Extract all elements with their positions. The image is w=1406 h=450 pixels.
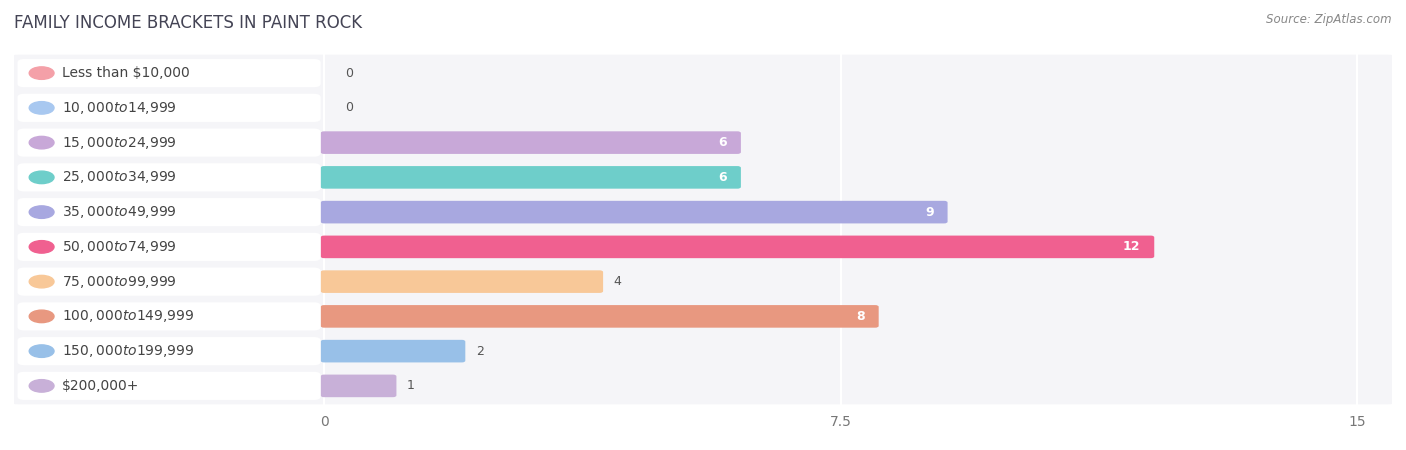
FancyBboxPatch shape — [321, 374, 396, 397]
Text: 1: 1 — [406, 379, 415, 392]
FancyBboxPatch shape — [321, 305, 879, 328]
Circle shape — [30, 102, 53, 114]
Text: $10,000 to $14,999: $10,000 to $14,999 — [62, 100, 177, 116]
FancyBboxPatch shape — [10, 90, 1396, 126]
Text: 8: 8 — [856, 310, 865, 323]
Circle shape — [30, 67, 53, 79]
FancyBboxPatch shape — [10, 298, 1396, 335]
Text: Source: ZipAtlas.com: Source: ZipAtlas.com — [1267, 14, 1392, 27]
Text: $100,000 to $149,999: $100,000 to $149,999 — [62, 308, 194, 324]
Text: 0: 0 — [344, 67, 353, 80]
FancyBboxPatch shape — [17, 302, 321, 330]
FancyBboxPatch shape — [17, 129, 321, 157]
FancyBboxPatch shape — [17, 337, 321, 365]
FancyBboxPatch shape — [321, 270, 603, 293]
FancyBboxPatch shape — [17, 233, 321, 261]
FancyBboxPatch shape — [17, 198, 321, 226]
FancyBboxPatch shape — [10, 194, 1396, 230]
FancyBboxPatch shape — [10, 159, 1396, 196]
FancyBboxPatch shape — [321, 166, 741, 189]
Text: $15,000 to $24,999: $15,000 to $24,999 — [62, 135, 177, 151]
FancyBboxPatch shape — [10, 333, 1396, 369]
Text: $25,000 to $34,999: $25,000 to $34,999 — [62, 169, 177, 185]
FancyBboxPatch shape — [10, 368, 1396, 404]
FancyBboxPatch shape — [10, 55, 1396, 91]
Circle shape — [30, 136, 53, 149]
FancyBboxPatch shape — [17, 94, 321, 122]
Text: 2: 2 — [475, 345, 484, 358]
FancyBboxPatch shape — [10, 124, 1396, 161]
Text: 6: 6 — [718, 171, 727, 184]
FancyBboxPatch shape — [17, 163, 321, 191]
FancyBboxPatch shape — [321, 201, 948, 223]
Circle shape — [30, 380, 53, 392]
Circle shape — [30, 310, 53, 323]
Circle shape — [30, 241, 53, 253]
Text: Less than $10,000: Less than $10,000 — [62, 66, 190, 80]
Text: $50,000 to $74,999: $50,000 to $74,999 — [62, 239, 177, 255]
FancyBboxPatch shape — [17, 59, 321, 87]
Text: 0: 0 — [344, 101, 353, 114]
FancyBboxPatch shape — [10, 263, 1396, 300]
Circle shape — [30, 345, 53, 357]
Text: $150,000 to $199,999: $150,000 to $199,999 — [62, 343, 194, 359]
Circle shape — [30, 275, 53, 288]
Text: 4: 4 — [613, 275, 621, 288]
FancyBboxPatch shape — [321, 236, 1154, 258]
Text: $35,000 to $49,999: $35,000 to $49,999 — [62, 204, 177, 220]
FancyBboxPatch shape — [17, 268, 321, 296]
FancyBboxPatch shape — [321, 340, 465, 362]
FancyBboxPatch shape — [10, 229, 1396, 266]
Text: FAMILY INCOME BRACKETS IN PAINT ROCK: FAMILY INCOME BRACKETS IN PAINT ROCK — [14, 14, 363, 32]
Text: $75,000 to $99,999: $75,000 to $99,999 — [62, 274, 177, 290]
FancyBboxPatch shape — [17, 372, 321, 400]
FancyBboxPatch shape — [321, 131, 741, 154]
Text: 12: 12 — [1123, 240, 1140, 253]
Circle shape — [30, 206, 53, 218]
Text: 6: 6 — [718, 136, 727, 149]
Circle shape — [30, 171, 53, 184]
Text: $200,000+: $200,000+ — [62, 379, 139, 393]
Text: 9: 9 — [925, 206, 934, 219]
